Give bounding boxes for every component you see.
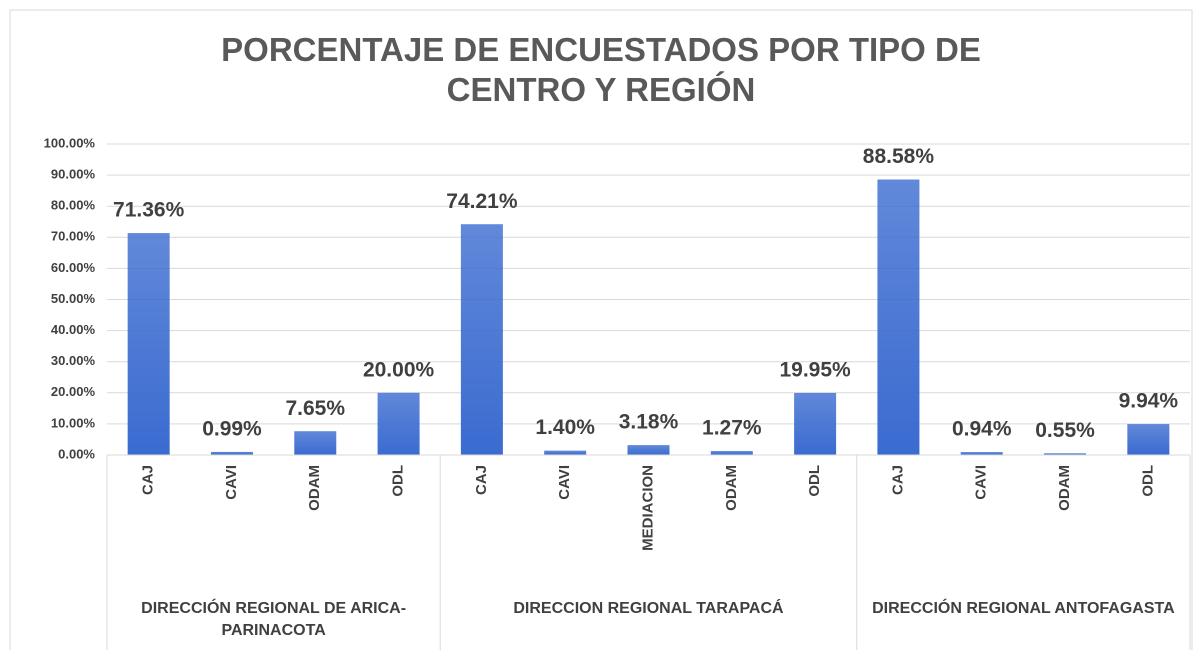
y-tick-label: 0.00% <box>58 446 95 461</box>
y-tick-label: 40.00% <box>51 322 96 337</box>
data-label: 9.94% <box>1119 390 1179 413</box>
data-label: 88.58% <box>863 145 935 168</box>
chart-border <box>9 9 1193 650</box>
y-tick-label: 30.00% <box>51 353 96 368</box>
data-label: 7.65% <box>285 397 345 420</box>
bar <box>877 179 920 455</box>
group-label: DIRECCIÓN REGIONAL DE ARICA-PARINACOTA <box>141 600 407 639</box>
x-tick-label: CAJ <box>889 465 906 495</box>
data-label: 19.95% <box>779 359 851 382</box>
x-tick-label: ODAM <box>1056 465 1073 511</box>
bar <box>627 445 670 455</box>
x-tick-label: CAVI <box>556 465 573 500</box>
x-tick-label: CAVI <box>973 465 990 500</box>
data-label: 20.00% <box>363 358 435 381</box>
data-label: 71.36% <box>113 199 185 222</box>
bar <box>294 431 337 455</box>
group-label-box: DIRECCIÓN REGIONAL ANTOFAGASTA <box>872 600 1175 617</box>
group-label: DIRECCIÓN REGIONAL ANTOFAGASTA <box>872 600 1175 617</box>
bar <box>544 450 587 455</box>
group-label: DIRECCION REGIONAL TARAPACÁ <box>513 600 784 617</box>
y-tick-label: 60.00% <box>51 260 96 275</box>
x-tick-label: ODAM <box>723 465 740 511</box>
bar <box>127 233 170 455</box>
x-tick-label: ODL <box>806 465 823 497</box>
data-label: 1.40% <box>535 416 595 439</box>
y-tick-label: 100.00% <box>44 135 96 150</box>
bar <box>1044 453 1087 455</box>
y-tick-label: 50.00% <box>51 291 96 306</box>
chart-title: PORCENTAJE DE ENCUESTADOS POR TIPO DE CE… <box>221 31 981 108</box>
x-tick-label: MEDIACION <box>639 465 656 551</box>
bar <box>710 451 753 455</box>
bar <box>794 392 837 455</box>
data-label: 3.18% <box>619 411 679 434</box>
data-label: 74.21% <box>446 190 518 213</box>
bar <box>210 451 253 455</box>
x-tick-label: CAJ <box>473 465 490 495</box>
bar <box>377 392 420 455</box>
y-tick-label: 10.00% <box>51 415 96 430</box>
y-tick-label: 20.00% <box>51 384 96 399</box>
y-tick-label: 90.00% <box>51 167 96 182</box>
bar <box>1127 424 1170 455</box>
x-tick-label: ODAM <box>306 465 323 511</box>
group-label-box: DIRECCION REGIONAL TARAPACÁ <box>513 600 784 617</box>
y-tick-label: 70.00% <box>51 229 96 244</box>
bar <box>960 452 1003 455</box>
x-tick-label: ODL <box>390 465 407 497</box>
bar <box>460 224 503 455</box>
x-tick-label: CAJ <box>140 465 157 495</box>
data-label: 0.99% <box>202 417 262 440</box>
x-tick-label: CAVI <box>223 465 240 500</box>
x-tick-label: ODL <box>1139 465 1156 497</box>
y-tick-label: 80.00% <box>51 198 96 213</box>
group-label-box: DIRECCIÓN REGIONAL DE ARICA-PARINACOTA <box>141 600 407 639</box>
data-label: 0.94% <box>952 418 1012 441</box>
data-label: 0.55% <box>1035 419 1095 442</box>
data-label: 1.27% <box>702 417 762 440</box>
